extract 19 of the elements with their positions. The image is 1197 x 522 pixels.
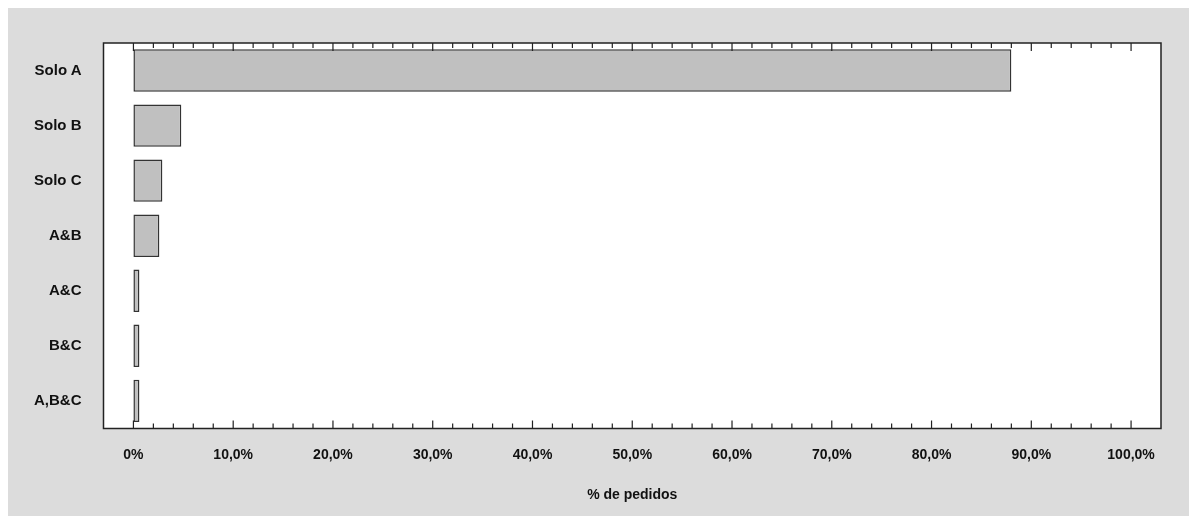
x-tick-label: 100,0% <box>1107 445 1156 462</box>
y-tick-label: Solo B <box>34 115 82 133</box>
y-tick-label: A&B <box>49 225 82 243</box>
x-axis-title: % de pedidos <box>587 486 678 503</box>
x-tick-label: 70,0% <box>811 445 853 462</box>
x-tick-label: 90,0% <box>1011 445 1052 462</box>
x-tick-label: 10,0% <box>213 445 254 462</box>
x-tick-label: 80,0% <box>911 445 952 462</box>
x-tick-label: 30,0% <box>412 445 454 462</box>
x-tick-label: 20,0% <box>313 445 354 462</box>
x-tick-label: 0% <box>123 445 145 462</box>
x-tick-label: 40,0% <box>512 445 553 462</box>
y-tick-label: A&C <box>49 280 82 298</box>
y-tick-label: B&C <box>49 335 82 353</box>
y-tick-label: Solo A <box>34 60 82 78</box>
y-tick-label: Solo C <box>34 170 82 188</box>
x-tick-label: 50,0% <box>612 445 653 462</box>
y-tick-label: A,B&C <box>34 391 82 409</box>
x-tick-label: 60,0% <box>712 445 753 462</box>
